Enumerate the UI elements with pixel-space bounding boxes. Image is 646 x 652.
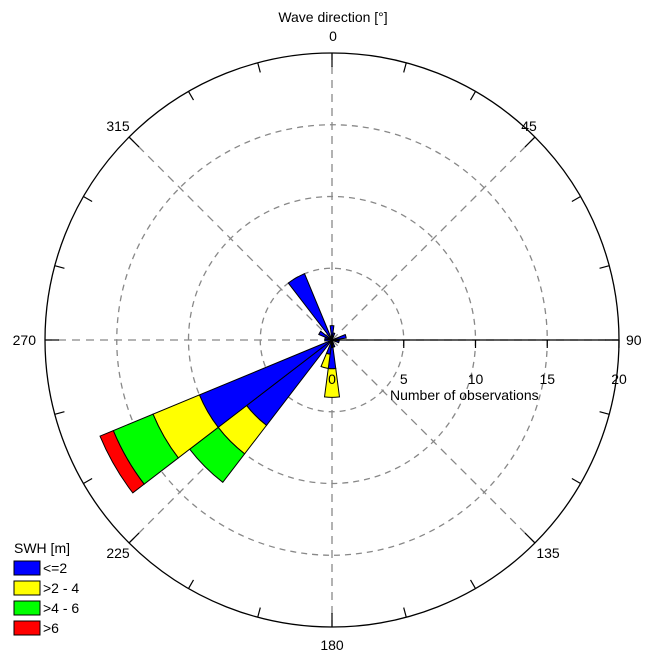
angle-label: 315 [106, 118, 130, 134]
sector-bar [331, 332, 336, 341]
outer-tick [187, 579, 195, 589]
sector-bar [331, 333, 347, 341]
outer-tick [403, 607, 407, 618]
radial-axis-label: Number of observations [390, 387, 539, 403]
sector-bar [99, 429, 145, 494]
angle-label: 180 [320, 637, 344, 652]
radial-tick-label: 20 [611, 371, 627, 387]
radial-axis: 0 5 10 15 20 [328, 339, 627, 387]
outer-tick [128, 532, 140, 544]
outer-tick [83, 195, 93, 203]
outer-tick [571, 195, 581, 203]
sector-bar [323, 367, 341, 398]
sector-bar [287, 273, 333, 341]
angle-label: 225 [106, 545, 130, 561]
radial-tick-label: 0 [328, 371, 336, 387]
outer-tick [599, 411, 610, 415]
chart-title: Wave direction [°] [278, 9, 387, 25]
legend-entry-label: >2 - 4 [43, 580, 79, 596]
outer-tick [524, 532, 536, 544]
legend-title: SWH [m] [14, 540, 70, 556]
legend-entry-label: <=2 [43, 560, 67, 576]
outer-tick [187, 91, 195, 101]
legend-swatch [13, 620, 41, 636]
angle-label: 270 [13, 332, 37, 348]
angle-label: 135 [536, 545, 560, 561]
legend-entry-label: >6 [43, 620, 59, 636]
outer-tick [83, 477, 93, 485]
outer-tick [257, 607, 261, 618]
sector-bar [320, 352, 331, 370]
angle-label: 0 [329, 28, 337, 44]
angle-labels: 0 45 90 135 180 225 270 315 [13, 28, 642, 652]
outer-tick [403, 62, 407, 73]
outer-tick [54, 265, 65, 269]
angle-label: 90 [626, 332, 642, 348]
radial-tick-label: 15 [539, 371, 555, 387]
radial-tick-label: 5 [400, 371, 408, 387]
radial-tick-label: 10 [468, 371, 484, 387]
legend-swatch [13, 600, 41, 616]
spoke-line [331, 136, 536, 341]
sector-bars [99, 273, 347, 494]
outer-tick [599, 265, 610, 269]
outer-tick [128, 136, 140, 148]
sector-bar [331, 339, 340, 344]
legend-entry-label: >4 - 6 [43, 600, 79, 616]
outer-tick [524, 136, 536, 148]
outer-tick [469, 91, 477, 101]
legend-swatch [13, 580, 41, 596]
outer-tick [469, 579, 477, 589]
sector-bar [329, 325, 335, 341]
legend: SWH [m] <=2 >2 - 4 >4 - 6 >6 [13, 540, 79, 636]
outer-tick [257, 62, 261, 73]
outer-tick [54, 411, 65, 415]
sector-bar [318, 330, 333, 341]
angle-label: 45 [521, 118, 537, 134]
outer-tick [571, 477, 581, 485]
legend-swatch [13, 560, 41, 576]
